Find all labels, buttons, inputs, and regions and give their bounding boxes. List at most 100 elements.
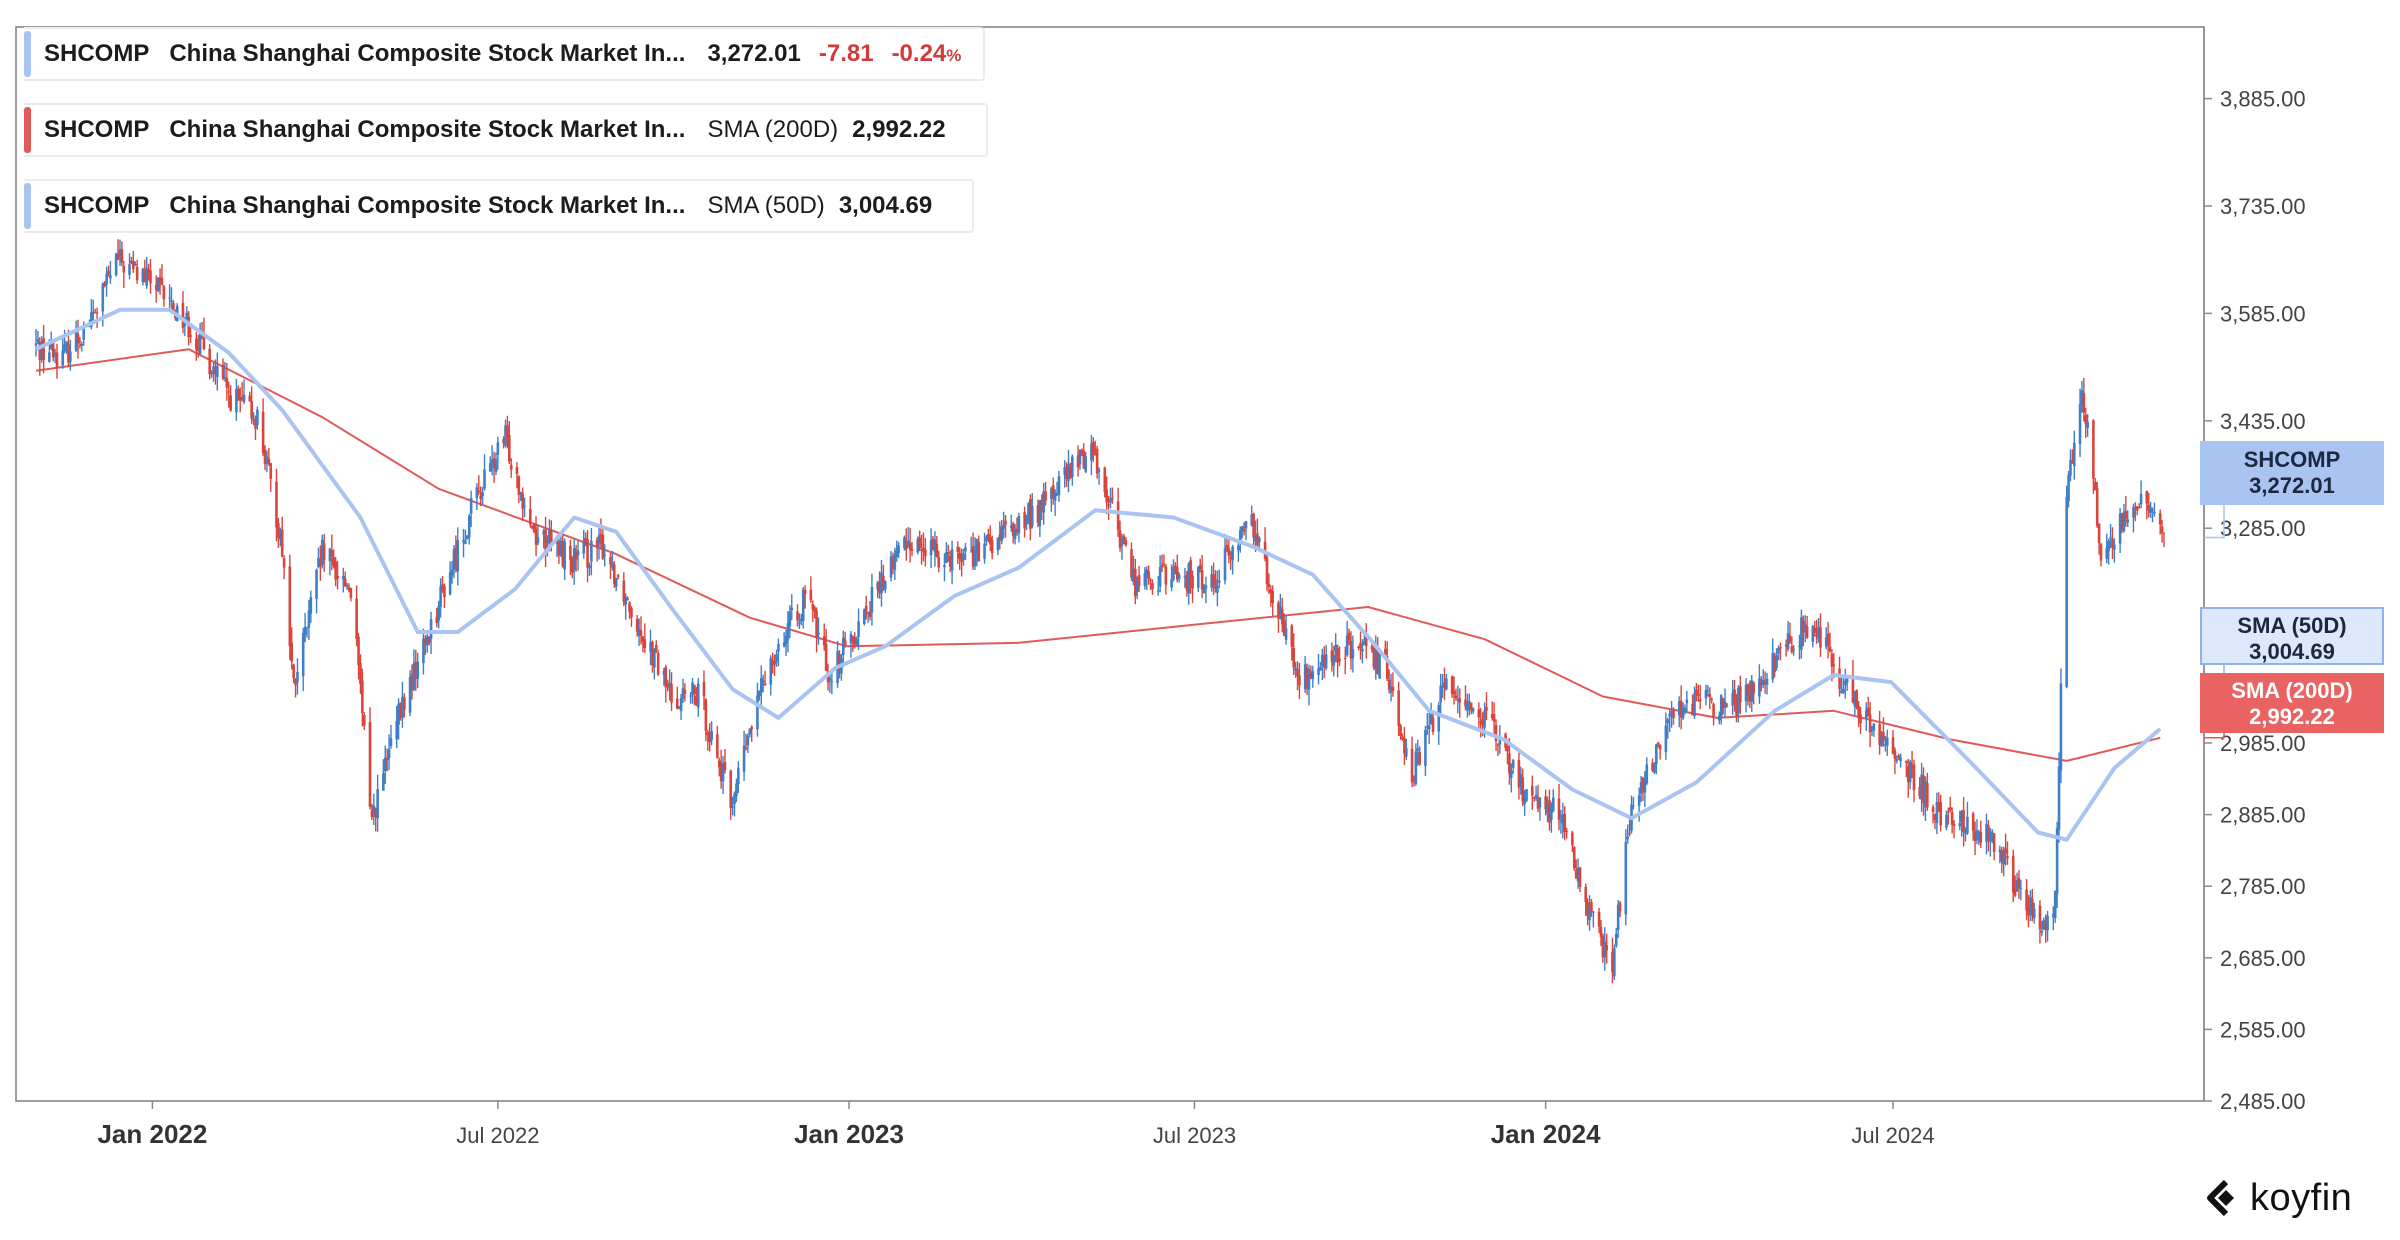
candle-body — [1309, 672, 1313, 678]
candle-body — [958, 552, 962, 559]
candle-body — [1760, 682, 1763, 685]
candle-body — [2065, 496, 2068, 687]
candle-body — [786, 623, 790, 640]
candle-body — [301, 633, 305, 677]
candle-body — [1746, 684, 1750, 696]
candle-body — [1685, 699, 1689, 704]
candle-body — [1349, 641, 1353, 659]
candle-body — [1317, 668, 1320, 676]
candle-body — [509, 464, 513, 470]
x-tick-label: Jul 2023 — [1153, 1123, 1236, 1148]
candle-body — [530, 525, 534, 529]
candle-body — [716, 734, 719, 758]
candle-body — [782, 642, 786, 647]
candle-body — [664, 666, 668, 688]
candle-body — [2078, 404, 2082, 444]
candle-body — [950, 549, 954, 571]
candle-body — [2137, 507, 2141, 509]
candle-body — [2004, 848, 2007, 854]
candle-body — [641, 636, 645, 643]
y-tick-label: 2,485.00 — [2220, 1089, 2306, 1114]
candle-body — [1603, 941, 1607, 958]
candle-body — [1800, 617, 1803, 650]
candle-body — [223, 377, 227, 379]
candle-body — [515, 467, 519, 474]
candle-body — [1490, 714, 1494, 719]
candle-body — [2145, 491, 2149, 504]
candle-body — [2139, 493, 2143, 505]
candle-body — [1017, 516, 1021, 534]
candle-body — [622, 580, 626, 602]
candle-body — [410, 674, 414, 690]
candle-body — [1908, 761, 1912, 782]
candle-body — [1416, 748, 1420, 751]
candle-body — [771, 660, 774, 666]
candle-body — [1521, 777, 1525, 802]
candle-body — [1658, 745, 1662, 750]
koyfin-logo[interactable]: koyfin — [2204, 1173, 2352, 1223]
candle-body — [395, 721, 399, 740]
candle-body — [88, 326, 91, 328]
candle-body — [1284, 628, 1288, 641]
candle-body — [876, 582, 879, 590]
candle-body — [1708, 693, 1712, 698]
candle-body — [467, 515, 471, 538]
candle-body — [408, 677, 412, 713]
candle-body — [452, 549, 456, 570]
candle-body — [1843, 680, 1847, 686]
y-tick-label: 2,985.00 — [2220, 731, 2306, 756]
candle-body — [1097, 470, 1101, 472]
candle-body — [1469, 702, 1473, 711]
candle-body — [630, 607, 633, 618]
candle-body — [1426, 726, 1429, 728]
candle-body — [385, 757, 389, 761]
candle-body — [1506, 745, 1509, 752]
legend-row-price[interactable]: SHCOMP China Shanghai Composite Stock Ma… — [24, 27, 986, 81]
candle-body — [1071, 456, 1074, 478]
candle-body — [601, 535, 605, 559]
candle-body — [855, 638, 858, 646]
candle-body — [759, 678, 763, 693]
legend-row-sma200[interactable]: SHCOMP China Shanghai Composite Stock Ma… — [24, 103, 988, 157]
candle-body — [987, 534, 990, 539]
candle-body — [1055, 492, 1059, 495]
candle-body — [1200, 570, 1204, 590]
candle-body — [1616, 904, 1620, 930]
candle-body — [372, 805, 376, 814]
candle-body — [116, 254, 120, 260]
candle-body — [450, 569, 454, 576]
candle-body — [214, 369, 217, 374]
candle-body — [237, 388, 240, 398]
candle-body — [1057, 476, 1061, 496]
y-tick-label: 2,685.00 — [2220, 946, 2306, 971]
candle-body — [82, 328, 86, 340]
candle-body — [2126, 519, 2130, 523]
candle-body — [2027, 907, 2030, 916]
candle-body — [1036, 505, 1040, 523]
candle-body — [1244, 521, 1248, 529]
candle-body — [1332, 655, 1336, 666]
candle-body — [107, 270, 110, 275]
candle-body — [1546, 802, 1549, 814]
candle-body — [1467, 700, 1471, 705]
candle-body — [689, 695, 692, 697]
candle-body — [362, 715, 366, 726]
candle-body — [506, 425, 509, 438]
candle-body — [1651, 762, 1654, 771]
candle-body — [149, 270, 152, 284]
candle-body — [412, 663, 416, 690]
candle-body — [1002, 524, 1005, 529]
legend-row-sma50[interactable]: SHCOMP China Shanghai Composite Stock Ma… — [24, 179, 975, 233]
candle-body — [758, 690, 761, 697]
candle-body — [710, 730, 713, 741]
candle-body — [843, 640, 847, 646]
candle-body — [1773, 657, 1776, 672]
candle-body — [103, 283, 107, 286]
candle-body — [1269, 589, 1273, 593]
candle-body — [654, 645, 658, 651]
candle-body — [1523, 797, 1526, 804]
candle-body — [1481, 719, 1484, 725]
candle-body — [1067, 464, 1070, 481]
candle-body — [1050, 488, 1053, 499]
candle-body — [1187, 563, 1191, 594]
